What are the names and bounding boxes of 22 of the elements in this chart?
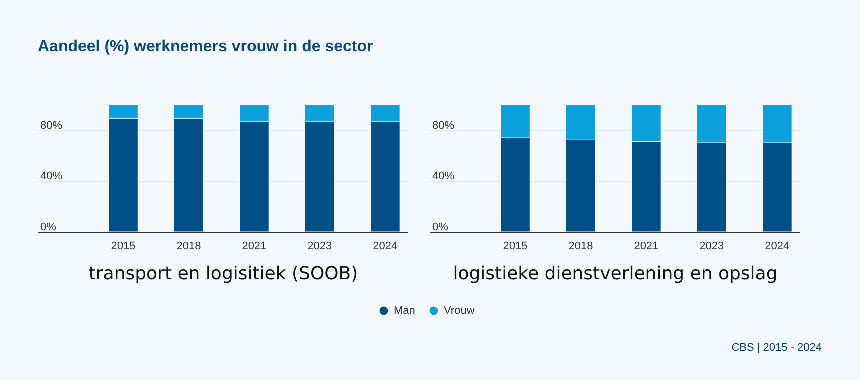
legend-label: Man <box>394 305 416 317</box>
y-tick-label: 0% <box>432 222 449 234</box>
chart-title: Aandeel (%) werknemers vrouw in de sector <box>38 38 374 56</box>
y-tick-label: 80% <box>432 120 455 132</box>
text: CBS | 2015 - 2024 <box>732 342 822 354</box>
x-tick-label: 2015 <box>111 240 136 252</box>
x-axis-title: transport en logisitiek (SOOB) <box>88 264 358 284</box>
x-tick-label: 2023 <box>700 240 724 252</box>
x-tick-label: 2024 <box>373 240 398 252</box>
x-tick-label: 2015 <box>503 240 528 252</box>
x-tick-label: 2024 <box>765 240 790 252</box>
x-tick-label: 2018 <box>568 240 594 252</box>
x-tick-label: 2021 <box>634 240 659 252</box>
x-axis-title: logistieke dienstverlening en opslag <box>453 264 778 284</box>
x-tick-label: 2023 <box>308 240 332 252</box>
y-tick-label: 40% <box>432 170 455 183</box>
y-tick-label: 40% <box>40 170 63 183</box>
y-tick-label: 80% <box>40 120 63 132</box>
x-tick-label: 2021 <box>242 240 267 252</box>
x-tick-label: 2018 <box>176 240 202 252</box>
legend-label: Vrouw <box>444 305 475 317</box>
y-tick-label: 0% <box>40 222 57 234</box>
